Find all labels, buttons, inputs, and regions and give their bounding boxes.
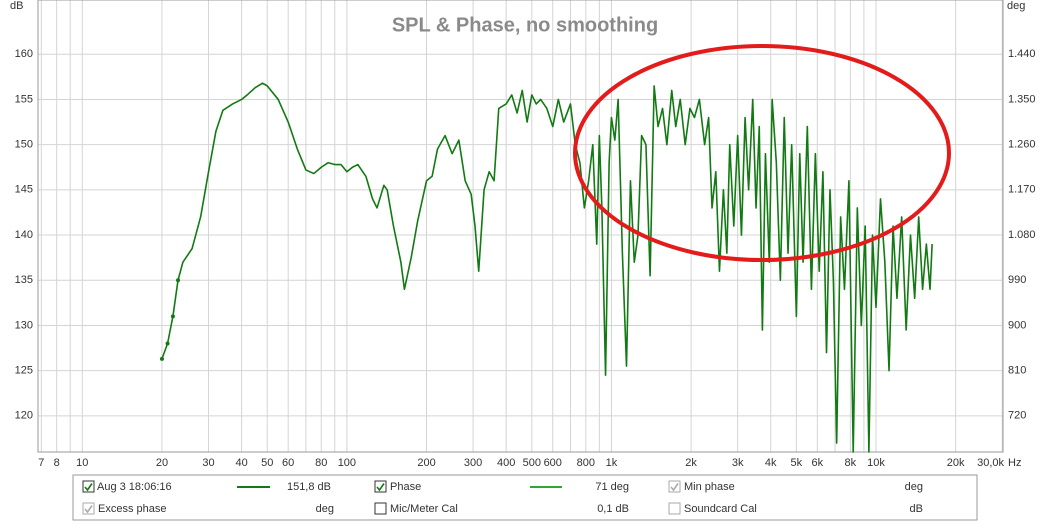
x-tick-label: 80 bbox=[315, 457, 327, 469]
chart-title: SPL & Phase, no smoothing bbox=[392, 14, 658, 36]
x-tick-label: 300 bbox=[464, 457, 482, 469]
highlight-ellipse bbox=[573, 44, 951, 262]
check-mark bbox=[84, 483, 93, 492]
y-tick-label: 145 bbox=[15, 184, 33, 196]
y-tick-label: 140 bbox=[15, 229, 33, 241]
data-point bbox=[165, 341, 170, 346]
checkbox[interactable] bbox=[374, 480, 387, 493]
y2-tick-label: 1.350 bbox=[1008, 93, 1036, 105]
x-tick-label: 10 bbox=[76, 457, 88, 469]
legend: Aug 3 18:06:16 151,8 dB Phase 71 deg Min pha… bbox=[82, 480, 923, 515]
legend-panel bbox=[72, 474, 978, 521]
y-tick-label: 130 bbox=[15, 319, 33, 331]
legend-label: Min phase bbox=[684, 481, 735, 493]
y2-tick-label: 1.170 bbox=[1008, 184, 1036, 196]
x-tick-label: 600 bbox=[544, 457, 562, 469]
x-tick-label: 30,0k bbox=[977, 457, 1004, 469]
x-tick-label: 5k bbox=[791, 457, 803, 469]
y-tick-label: 125 bbox=[15, 365, 33, 377]
x-tick-label: 3k bbox=[732, 457, 744, 469]
plot bbox=[159, 82, 933, 453]
legend-label: Mic/Meter Cal bbox=[390, 503, 458, 515]
legend-label: Soundcard Cal bbox=[684, 503, 757, 515]
x-tick-label: 8k bbox=[845, 457, 857, 469]
x-axis-unit: Hz bbox=[1008, 457, 1021, 469]
x-tick-label: 6k bbox=[812, 457, 824, 469]
plot-frame bbox=[37, 0, 1004, 453]
y2-tick-label: 1.260 bbox=[1008, 139, 1036, 151]
check-mark bbox=[84, 505, 93, 514]
x-tick-label: 500 bbox=[523, 457, 541, 469]
data-point bbox=[176, 278, 181, 283]
legend-label: Phase bbox=[390, 481, 421, 493]
y2-tick-label: 810 bbox=[1008, 365, 1026, 377]
legend-readout: deg bbox=[905, 481, 923, 493]
y-tick-label: 160 bbox=[15, 48, 33, 60]
legend-readout: dB bbox=[910, 503, 923, 515]
x-tick-label: 20 bbox=[156, 457, 168, 469]
x-tick-label: 2k bbox=[685, 457, 697, 469]
x-tick-label: 400 bbox=[497, 457, 515, 469]
x-tick-label: 60 bbox=[282, 457, 294, 469]
x-tick-label: 800 bbox=[577, 457, 595, 469]
legend-readout: deg bbox=[316, 503, 334, 515]
x-tick-label: 4k bbox=[765, 457, 777, 469]
y2-tick-label: 1.440 bbox=[1008, 48, 1036, 60]
x-tick-label: 1k bbox=[606, 457, 618, 469]
checkbox[interactable] bbox=[82, 480, 95, 493]
checkbox[interactable] bbox=[374, 502, 387, 515]
x-tick-label: 50 bbox=[261, 457, 273, 469]
y-tick-label: 120 bbox=[15, 410, 33, 422]
x-tick-label: 10k bbox=[867, 457, 885, 469]
x-tick-label: 20k bbox=[947, 457, 965, 469]
x-tick-label: 8 bbox=[54, 457, 60, 469]
data-point bbox=[170, 314, 175, 319]
legend-readout: 151,8 dB bbox=[287, 481, 331, 493]
y2-tick-label: 990 bbox=[1008, 274, 1026, 286]
x-tick-label: 100 bbox=[338, 457, 356, 469]
x-tick-label: 7 bbox=[38, 457, 44, 469]
checkbox[interactable] bbox=[82, 502, 95, 515]
checkbox[interactable] bbox=[668, 480, 681, 493]
y-tick-label: 135 bbox=[15, 274, 33, 286]
y2-tick-label: 720 bbox=[1008, 410, 1026, 422]
legend-label: Aug 3 18:06:16 bbox=[97, 481, 172, 493]
legend-readout: 0,1 dB bbox=[597, 503, 629, 515]
y-tick-label: 155 bbox=[15, 93, 33, 105]
grid bbox=[38, 0, 1003, 452]
x-tick-label: 200 bbox=[417, 457, 435, 469]
check-mark bbox=[376, 483, 385, 492]
data-point bbox=[159, 356, 164, 361]
checkbox[interactable] bbox=[668, 502, 681, 515]
y2-axis-unit: deg bbox=[1007, 0, 1025, 12]
y-axis-unit: dB bbox=[10, 0, 23, 12]
legend-label: Excess phase bbox=[98, 503, 166, 515]
check-mark bbox=[670, 483, 679, 492]
y2-tick-label: 900 bbox=[1008, 319, 1026, 331]
x-tick-label: 30 bbox=[202, 457, 214, 469]
spl-line bbox=[161, 82, 933, 453]
legend-readout: 71 deg bbox=[595, 481, 629, 493]
x-tick-label: 40 bbox=[235, 457, 247, 469]
y-tick-label: 150 bbox=[15, 139, 33, 151]
y2-tick-label: 1.080 bbox=[1008, 229, 1036, 241]
